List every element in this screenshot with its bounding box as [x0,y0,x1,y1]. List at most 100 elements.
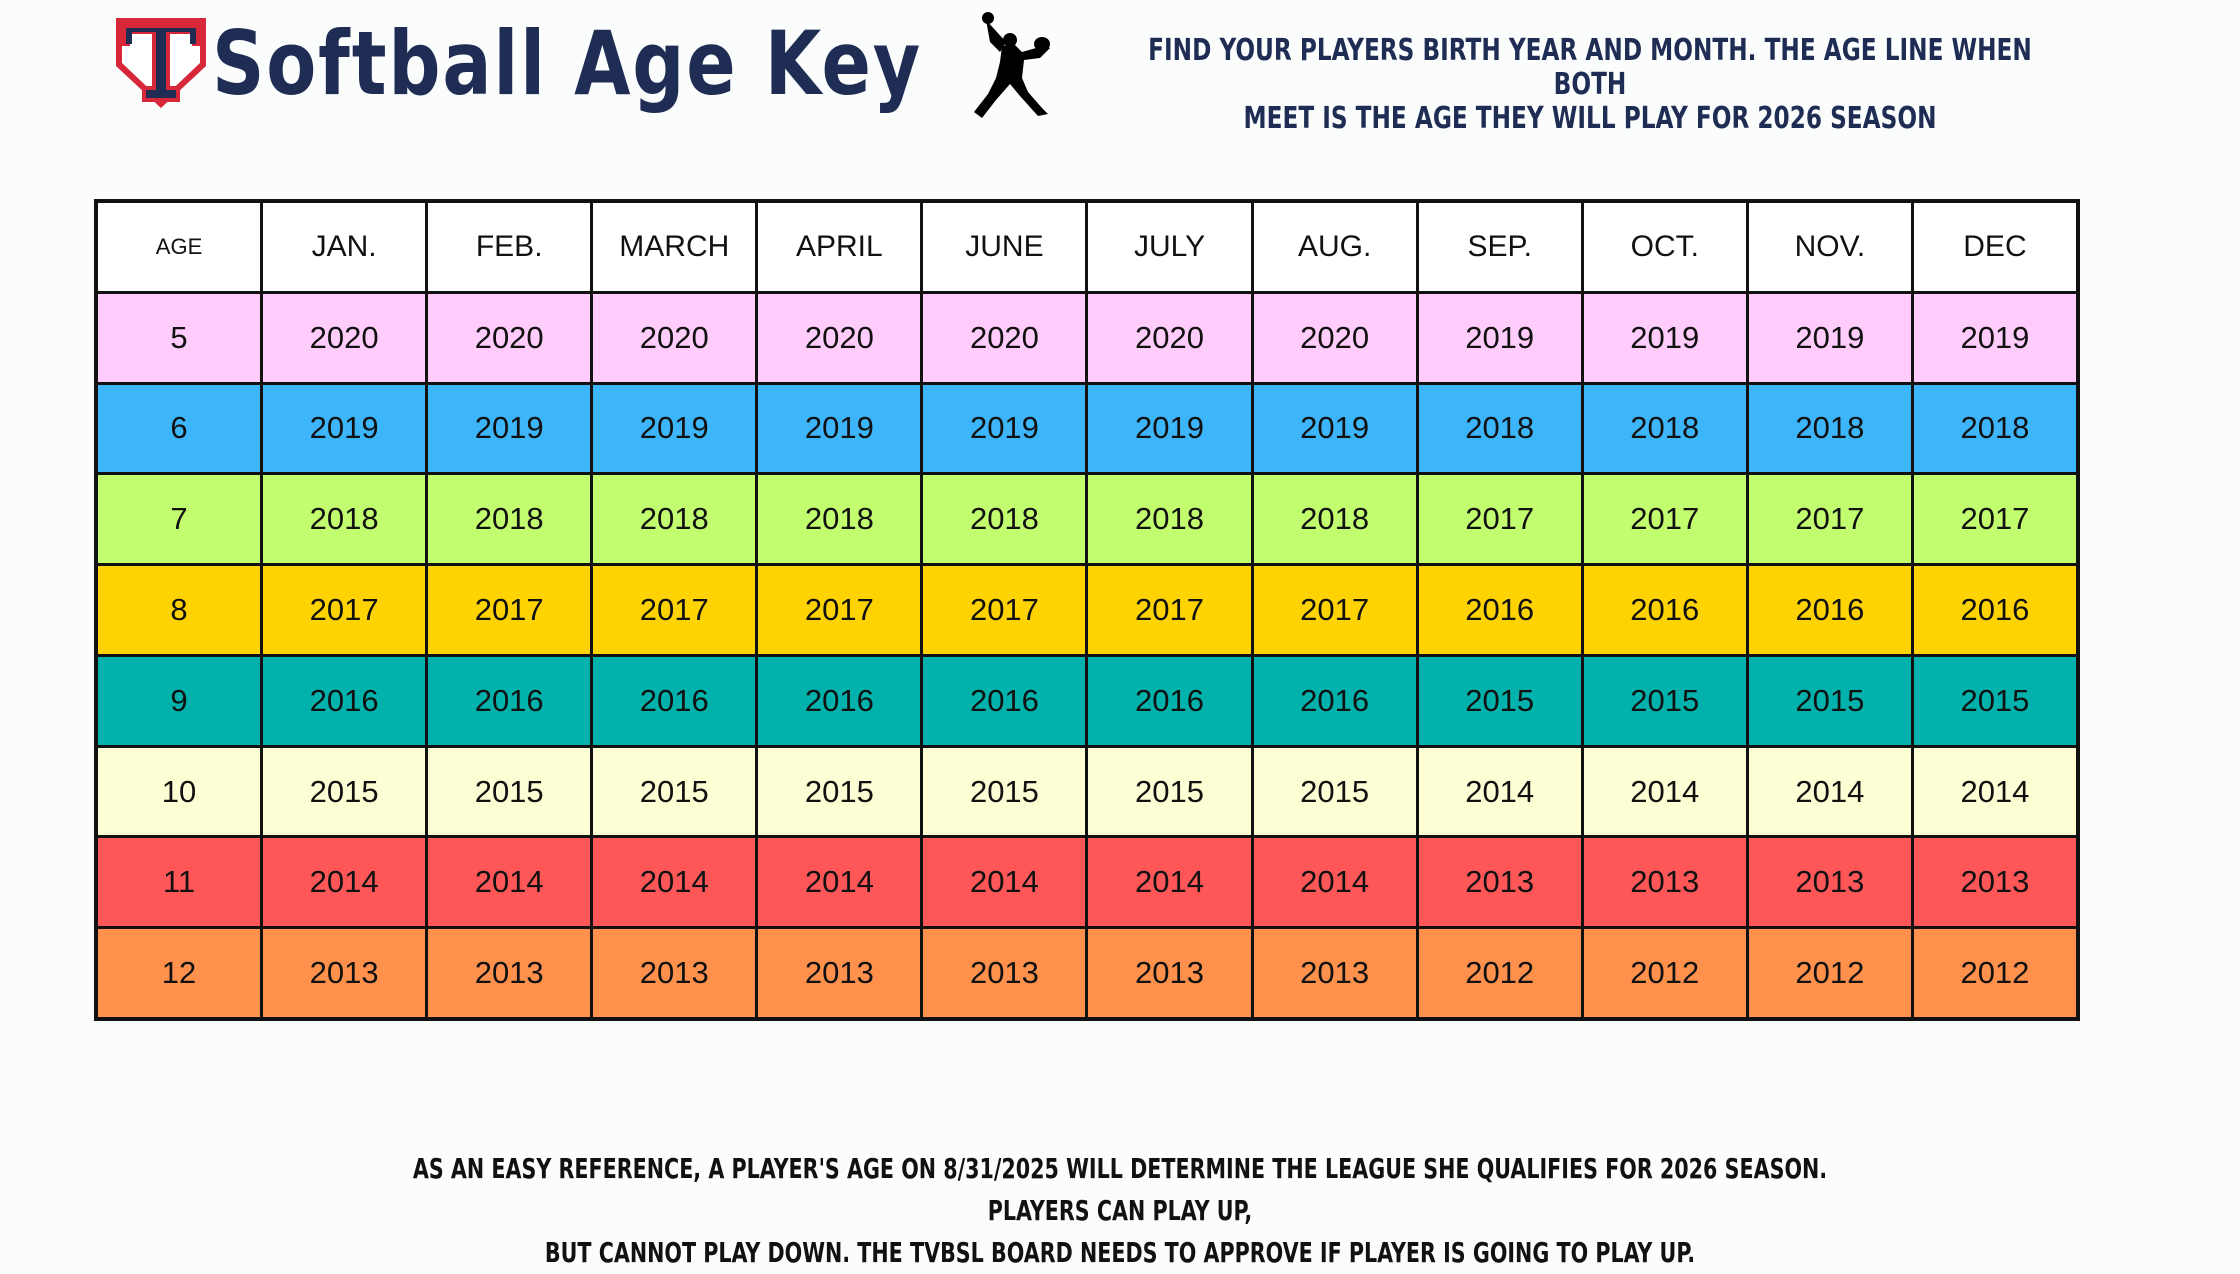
tvbsl-logo-icon [116,18,206,108]
birth-year-cell: 2016 [758,656,921,745]
birth-year-cell: 2016 [1748,566,1911,654]
birth-year-cell: 2015 [1583,656,1746,745]
birth-year-cell: 2012 [1913,929,2076,1017]
birth-year-cell: 2020 [1088,293,1251,382]
birth-year-cell: 2015 [1418,656,1581,745]
birth-year-cell: 2017 [593,566,756,654]
age-cell: 6 [98,384,261,473]
birth-year-cell: 2016 [1418,566,1581,654]
birth-year-cell: 2020 [1253,293,1416,382]
birth-year-cell: 2014 [1748,747,1911,836]
birth-year-cell: 2019 [923,384,1086,473]
birth-year-cell: 2014 [1088,838,1251,927]
birth-year-cell: 2014 [1418,747,1581,836]
birth-year-cell: 2020 [263,293,426,382]
birth-year-cell: 2016 [1583,566,1746,654]
birth-year-cell: 2016 [428,656,591,745]
birth-year-cell: 2014 [923,838,1086,927]
age-cell: 8 [98,566,261,654]
column-header-month: FEB. [428,203,591,291]
age-cell: 5 [98,293,261,382]
birth-year-cell: 2020 [593,293,756,382]
birth-year-cell: 2018 [923,475,1086,564]
birth-year-cell: 2020 [923,293,1086,382]
birth-year-cell: 2016 [923,656,1086,745]
birth-year-cell: 2018 [1748,384,1911,473]
birth-year-cell: 2014 [428,838,591,927]
birth-year-cell: 2017 [1418,475,1581,564]
birth-year-cell: 2014 [1583,747,1746,836]
instructions-text: Find your players birth year and month. … [1143,34,2037,136]
column-header-month: SEP. [1418,203,1581,291]
birth-year-cell: 2019 [1748,293,1911,382]
birth-year-cell: 2018 [593,475,756,564]
birth-year-cell: 2013 [593,929,756,1017]
birth-year-cell: 2015 [923,747,1086,836]
birth-year-cell: 2013 [1088,929,1251,1017]
birth-year-cell: 2019 [1418,293,1581,382]
birth-year-cell: 2015 [263,747,426,836]
birth-year-cell: 2017 [923,566,1086,654]
birth-year-cell: 2018 [263,475,426,564]
birth-year-cell: 2018 [1583,384,1746,473]
birth-year-cell: 2012 [1583,929,1746,1017]
birth-year-cell: 2013 [758,929,921,1017]
birth-year-cell: 2017 [1253,566,1416,654]
birth-year-cell: 2013 [428,929,591,1017]
birth-year-cell: 2013 [1583,838,1746,927]
birth-year-cell: 2015 [1253,747,1416,836]
birth-year-cell: 2012 [1418,929,1581,1017]
birth-year-cell: 2019 [758,384,921,473]
birth-year-cell: 2014 [1913,747,2076,836]
column-header-month: MARCH [593,203,756,291]
birth-year-cell: 2016 [263,656,426,745]
birth-year-cell: 2015 [593,747,756,836]
birth-year-cell: 2015 [1913,656,2076,745]
birth-year-cell: 2014 [593,838,756,927]
birth-year-cell: 2017 [428,566,591,654]
birth-year-cell: 2013 [1748,838,1911,927]
birth-year-cell: 2014 [1253,838,1416,927]
birth-year-cell: 2018 [428,475,591,564]
instructions-line-1: Find your players birth year and month. … [1148,33,2032,102]
birth-year-cell: 2019 [428,384,591,473]
birth-year-cell: 2017 [758,566,921,654]
birth-year-cell: 2018 [1913,384,2076,473]
birth-year-cell: 2017 [1088,566,1251,654]
age-key-table: AGE JAN. FEB. MARCH APRIL JUNE JULY AUG. SEP. OCT… [94,199,2080,1021]
birth-year-cell: 2019 [263,384,426,473]
column-header-month: JUNE [923,203,1086,291]
age-cell: 9 [98,656,261,745]
column-header-month: APRIL [758,203,921,291]
footer-line-1: As an easy reference, a player's age on … [412,1152,1828,1227]
birth-year-cell: 2013 [1253,929,1416,1017]
birth-year-cell: 2019 [1088,384,1251,473]
page-header: Softball Age Key Find your players birth… [0,0,2240,140]
birth-year-cell: 2012 [1748,929,1911,1017]
birth-year-cell: 2020 [428,293,591,382]
column-header-month: NOV. [1748,203,1911,291]
birth-year-cell: 2019 [593,384,756,473]
birth-year-cell: 2015 [758,747,921,836]
column-header-month: JAN. [263,203,426,291]
birth-year-cell: 2013 [263,929,426,1017]
birth-year-cell: 2018 [1088,475,1251,564]
birth-year-cell: 2014 [758,838,921,927]
birth-year-cell: 2014 [263,838,426,927]
column-header-month: JULY [1088,203,1251,291]
birth-year-cell: 2017 [1748,475,1911,564]
birth-year-cell: 2013 [1418,838,1581,927]
birth-year-cell: 2020 [758,293,921,382]
age-cell: 11 [98,838,261,927]
birth-year-cell: 2013 [923,929,1086,1017]
column-header-month: DEC [1913,203,2076,291]
birth-year-cell: 2018 [1253,475,1416,564]
footer-line-2: but cannot play down. The TVBSL board ne… [544,1236,1696,1269]
age-cell: 7 [98,475,261,564]
age-cell: 12 [98,929,261,1017]
birth-year-cell: 2013 [1913,838,2076,927]
column-header-month: AUG. [1253,203,1416,291]
birth-year-cell: 2018 [1418,384,1581,473]
birth-year-cell: 2019 [1253,384,1416,473]
birth-year-cell: 2015 [428,747,591,836]
